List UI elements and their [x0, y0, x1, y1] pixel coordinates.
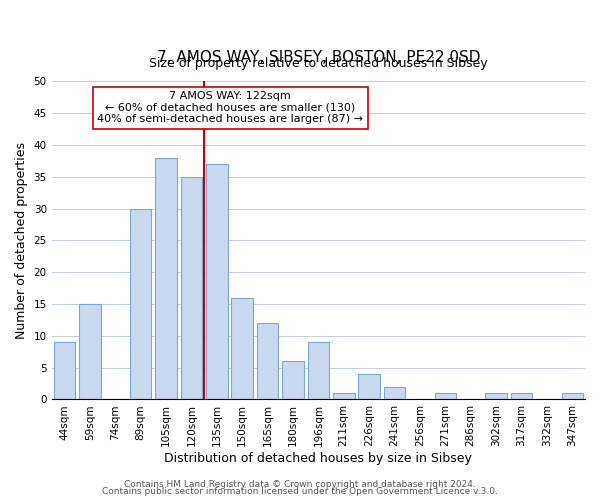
X-axis label: Distribution of detached houses by size in Sibsey: Distribution of detached houses by size …	[164, 452, 472, 465]
Bar	[257, 323, 278, 400]
Bar	[79, 304, 101, 400]
Bar	[358, 374, 380, 400]
Text: Contains HM Land Registry data © Crown copyright and database right 2024.: Contains HM Land Registry data © Crown c…	[124, 480, 476, 489]
Bar	[155, 158, 177, 400]
Text: Size of property relative to detached houses in Sibsey: Size of property relative to detached ho…	[149, 58, 488, 70]
Bar	[130, 208, 151, 400]
Bar	[485, 393, 507, 400]
Bar	[308, 342, 329, 400]
Bar	[562, 393, 583, 400]
Text: Contains public sector information licensed under the Open Government Licence v.: Contains public sector information licen…	[102, 487, 498, 496]
Bar	[181, 177, 202, 400]
Title: 7, AMOS WAY, SIBSEY, BOSTON, PE22 0SD: 7, AMOS WAY, SIBSEY, BOSTON, PE22 0SD	[157, 50, 480, 65]
Bar	[53, 342, 75, 400]
Bar	[384, 386, 406, 400]
Bar	[333, 393, 355, 400]
Bar	[206, 164, 227, 400]
Bar	[434, 393, 456, 400]
Text: 7 AMOS WAY: 122sqm
← 60% of detached houses are smaller (130)
40% of semi-detach: 7 AMOS WAY: 122sqm ← 60% of detached hou…	[97, 91, 364, 124]
Bar	[511, 393, 532, 400]
Bar	[282, 362, 304, 400]
Y-axis label: Number of detached properties: Number of detached properties	[15, 142, 28, 339]
Bar	[232, 298, 253, 400]
